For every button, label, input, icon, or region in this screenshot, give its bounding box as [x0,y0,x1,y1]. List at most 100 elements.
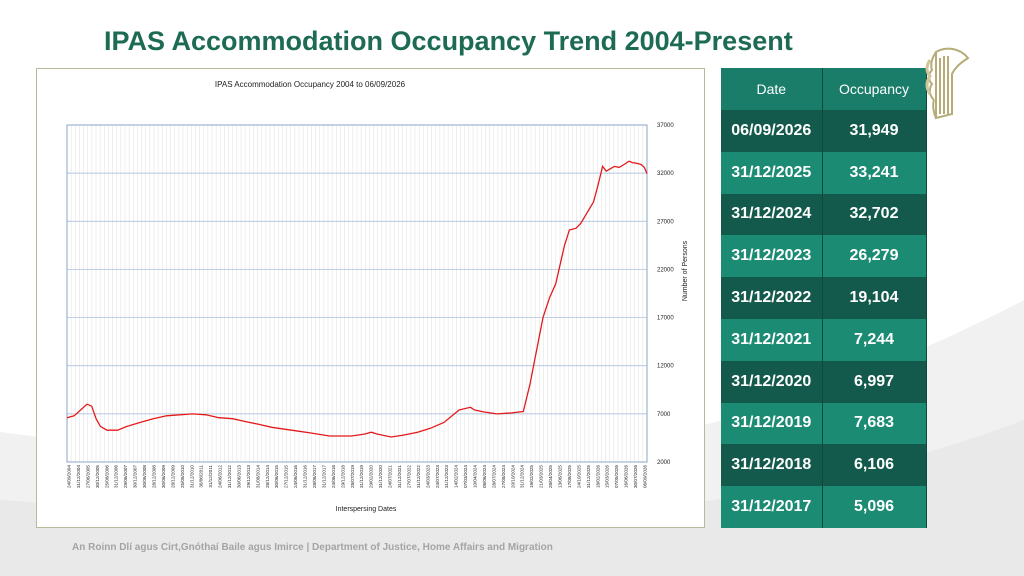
y-tick-label: 22000 [657,267,674,273]
x-tick-label: 27/07/2022 [406,465,411,488]
table-cell-occupancy: 5,096 [822,486,927,528]
x-tick-label: 24/10/2025 [576,465,581,488]
table-cell-date: 06/09/2026 [721,110,823,152]
table-row: 31/12/2019 7,683 [721,402,927,445]
table-cell-date: 31/12/2017 [721,486,823,528]
x-tick-label: 17/08/2025 [567,465,572,488]
x-axis-ticks: 24/09/2004 31/12/2004 27/06/2005 30/12/2005… [67,465,648,488]
x-tick-label: 24/07/2023 [435,465,440,488]
plot-area-border [66,124,648,463]
table-row: 31/12/2021 7,244 [721,318,927,361]
x-tick-label: 30/07/2026 [633,465,638,488]
table-row: 31/12/2024 32,702 [721,193,927,236]
x-tick-label: 31/12/2021 [397,465,402,488]
x-tick-label: 28/06/2017 [312,465,317,488]
x-tick-label: 30/12/2007 [133,465,138,488]
x-tick-label: 28/12/2008 [151,465,156,488]
table-cell-date: 31/12/2023 [721,235,823,278]
x-tick-label: 31/12/2017 [321,465,326,488]
x-tick-label: 31/12/2019 [359,465,364,488]
table-header-date: Date [721,68,823,110]
x-tick-label: 31/12/2004 [76,465,81,488]
x-tick-label: 13/06/2025 [558,465,563,488]
y-axis-ticks: 2000 7000 12000 17000 22000 27000 32000 37000 [657,123,674,466]
x-tick-label: 31/12/2020 [378,465,383,488]
y-tick-label: 12000 [657,364,674,370]
table-row: 06/09/2026 31,949 [721,110,927,152]
x-tick-label: 25/08/2006 [104,465,109,488]
table-cell-occupancy: 33,241 [822,151,927,194]
x-tick-label: 28/12/2014 [265,465,270,488]
x-tick-label: 30/06/2013 [236,465,241,488]
x-tick-label: 30/06/2009 [161,465,166,488]
x-tick-label: 31/12/2010 [189,465,194,488]
x-tick-label: 20/10/2024 [510,465,515,488]
x-tick-label: 31/12/2011 [208,465,213,488]
x-tick-label: 24/06/2016 [293,465,298,488]
x-tick-label: 28/07/2019 [350,465,355,488]
x-tick-label: 28/12/2009 [170,465,175,488]
occupancy-table: Date Occupancy 06/09/2026 31,949 31/12/2… [721,68,927,528]
x-tick-label: 24/03/2023 [425,465,430,488]
x-tick-label: 08/06/2024 [482,465,487,488]
table-cell-occupancy: 32,702 [822,193,927,236]
x-tick-label: 18/02/2026 [595,465,600,488]
x-tick-label: 14/02/2024 [454,465,459,488]
y-tick-label: 7000 [657,412,671,418]
table-row: 31/12/2022 19,104 [721,277,927,319]
x-tick-label: 31/12/2006 [114,465,119,488]
table-cell-date: 31/12/2022 [721,277,823,319]
y-axis-label: Number of Persons [682,240,689,301]
x-tick-label: 06/09/2026 [643,465,648,488]
table-cell-date: 31/12/2018 [721,444,823,487]
x-tick-label: 29/06/2007 [123,465,128,488]
x-tick-label: 31/12/2025 [586,465,591,488]
occupancy-series-line [66,160,648,438]
table-cell-occupancy: 26,279 [822,235,927,278]
x-tick-label: 15/03/2026 [605,465,610,488]
chart-panel: IPAS Accommodation Occupancy 2004 to 06/… [36,68,705,528]
x-tick-label: 27/12/2015 [284,465,289,488]
y-tick-label: 17000 [657,316,674,322]
y-tick-label: 27000 [657,219,674,225]
table-cell-occupancy: 7,683 [822,402,927,445]
table-cell-date: 31/12/2019 [721,402,823,445]
table-cell-date: 31/12/2024 [721,193,823,236]
occupancy-line-chart: IPAS Accommodation Occupancy 2004 to 06/… [66,80,689,513]
harp-crest-icon [925,47,970,120]
x-axis-label: Interspersing Dates [336,506,397,513]
table-cell-date: 31/12/2025 [721,151,823,194]
page-title: IPAS Accommodation Occupancy Trend 2004-… [104,26,793,56]
x-tick-label: 25/06/2010 [180,465,185,488]
x-tick-label: 30/06/2015 [274,465,279,488]
x-tick-label: 24/07/2021 [388,465,393,488]
x-tick-label: 31/12/2023 [444,465,449,488]
x-tick-label: 31/08/2014 [255,465,260,488]
chart-gridlines [67,124,647,463]
x-tick-label: 30/06/2008 [142,465,147,488]
x-tick-label: 28/07/2024 [491,465,496,488]
x-tick-label: 31/12/2022 [416,465,421,488]
x-tick-label: 29/12/2013 [246,465,251,488]
y-tick-label: 2000 [657,460,671,466]
table-cell-occupancy: 6,106 [822,444,927,487]
table-cell-occupancy: 6,997 [822,360,927,403]
table-row: 31/12/2017 5,096 [721,486,927,528]
y-tick-label: 32000 [657,171,674,177]
x-tick-label: 31/12/2024 [520,465,525,488]
x-tick-label: 29/12/2018 [340,465,345,488]
x-tick-label: 31/12/2016 [303,465,308,488]
table-row: 31/12/2023 26,279 [721,235,927,278]
x-tick-label: 24/06/2012 [218,465,223,488]
y-tick-label: 37000 [657,123,674,129]
table-cell-occupancy: 7,244 [822,318,927,361]
table-cell-date: 31/12/2020 [721,360,823,403]
table-cell-occupancy: 31,949 [822,110,927,152]
x-tick-label: 24/06/2018 [331,465,336,488]
table-header-occupancy: Occupancy [822,68,927,110]
x-tick-label: 29/02/2020 [369,465,374,488]
x-tick-label: 27/08/2024 [501,465,506,488]
chart-title: IPAS Accommodation Occupancy 2004 to 06/… [215,80,406,89]
x-tick-label: 28/04/2025 [548,465,553,488]
table-cell-occupancy: 19,104 [822,277,927,319]
